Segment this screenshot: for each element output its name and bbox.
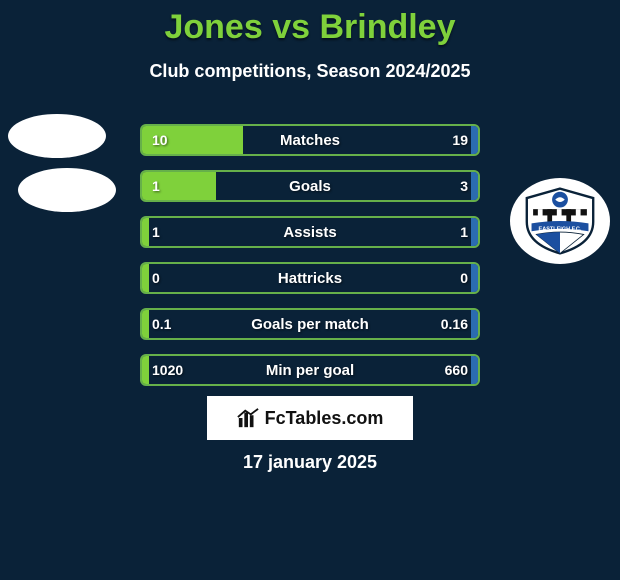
title: Jones vs Brindley	[0, 8, 620, 47]
stat-value-right: 0	[460, 264, 468, 292]
stat-value-left: 10	[152, 126, 168, 154]
stat-fill-left	[142, 310, 149, 338]
player1-badge-2	[18, 168, 116, 212]
stat-row: 0.1 0.16Goals per match	[140, 308, 480, 340]
stat-fill-left	[142, 356, 149, 384]
stat-value-left: 0.1	[152, 310, 171, 338]
player1-badge-1	[8, 114, 106, 158]
stat-label: Assists	[142, 218, 478, 246]
stat-value-left: 1	[152, 172, 160, 200]
stat-value-right: 1	[460, 218, 468, 246]
stat-fill-right	[471, 218, 478, 246]
stat-value-left: 1020	[152, 356, 183, 384]
brand-text: FcTables.com	[265, 408, 384, 429]
stat-row: 0 0Hattricks	[140, 262, 480, 294]
comparison-card: Jones vs Brindley Club competitions, Sea…	[0, 0, 620, 580]
stat-value-right: 19	[452, 126, 468, 154]
stat-fill-right	[471, 126, 478, 154]
stat-fill-right	[471, 264, 478, 292]
stat-fill-right	[471, 310, 478, 338]
eastleigh-crest-icon: EASTLEIGH F.C.	[520, 187, 600, 255]
stat-row: 13Goals	[140, 170, 480, 202]
stat-label: Min per goal	[142, 356, 478, 384]
bars-icon	[237, 407, 259, 429]
stat-value-left: 0	[152, 264, 160, 292]
stat-row: 1020 660Min per goal	[140, 354, 480, 386]
stat-value-right: 0.16	[441, 310, 468, 338]
subtitle: Club competitions, Season 2024/2025	[0, 61, 620, 82]
stat-fill-right	[471, 172, 478, 200]
stat-value-right: 3	[460, 172, 468, 200]
brand-badge: FcTables.com	[207, 396, 413, 440]
stat-rows: 1019Matches13Goals11Assists00Hattricks0.…	[140, 124, 480, 400]
stat-value-right: 660	[445, 356, 468, 384]
stat-value-left: 1	[152, 218, 160, 246]
stat-fill-left	[142, 264, 149, 292]
stat-label: Goals per match	[142, 310, 478, 338]
player2-club-crest: EASTLEIGH F.C.	[510, 178, 610, 264]
stat-fill-right	[471, 356, 478, 384]
stat-row: 1 1Assists	[140, 216, 480, 248]
svg-text:EASTLEIGH F.C.: EASTLEIGH F.C.	[539, 226, 582, 232]
date: 17 january 2025	[0, 452, 620, 473]
stat-label: Hattricks	[142, 264, 478, 292]
stat-fill-left	[142, 218, 149, 246]
stat-row: 1019Matches	[140, 124, 480, 156]
